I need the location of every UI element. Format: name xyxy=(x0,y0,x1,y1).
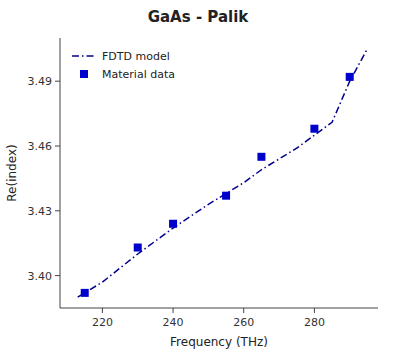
y-tick-label: 3.43 xyxy=(28,205,53,218)
legend-label: FDTD model xyxy=(102,50,170,63)
x-tick-label: 220 xyxy=(92,316,113,329)
y-axis xyxy=(60,38,61,308)
y-tick xyxy=(55,210,60,211)
y-tick xyxy=(55,275,60,276)
x-tick-label: 260 xyxy=(233,316,254,329)
legend-swatch xyxy=(80,70,88,78)
plot-area xyxy=(78,49,368,297)
title: GaAs - Palik xyxy=(148,8,250,26)
legend-swatch xyxy=(72,55,96,57)
x-tick-label: 240 xyxy=(163,316,184,329)
marker xyxy=(134,244,142,252)
x-tick xyxy=(243,308,244,313)
x-tick xyxy=(102,308,103,313)
marker xyxy=(257,153,265,161)
x-tick xyxy=(314,308,315,313)
line xyxy=(78,49,368,297)
y-tick-label: 3.40 xyxy=(28,270,53,283)
x-tick xyxy=(173,308,174,313)
marker xyxy=(310,125,318,133)
y-tick-label: 3.49 xyxy=(28,75,53,88)
legend: FDTD model Material data xyxy=(72,50,175,81)
chart: GaAs - Palik 220 240 260 280 3.40 3.43 3.46 3.49… xyxy=(0,0,396,356)
y-tick xyxy=(55,81,60,82)
x-tick-label: 280 xyxy=(304,316,325,329)
marker xyxy=(346,73,354,81)
y-tick-label: 3.46 xyxy=(28,140,53,153)
marker xyxy=(169,220,177,228)
y-axis-label: Re(index) xyxy=(5,144,19,201)
x-axis-label: Frequency (THz) xyxy=(170,335,268,349)
marker xyxy=(222,192,230,200)
y-tick xyxy=(55,146,60,147)
x-axis xyxy=(60,308,378,309)
legend-label: Material data xyxy=(102,68,175,81)
marker xyxy=(81,289,89,297)
